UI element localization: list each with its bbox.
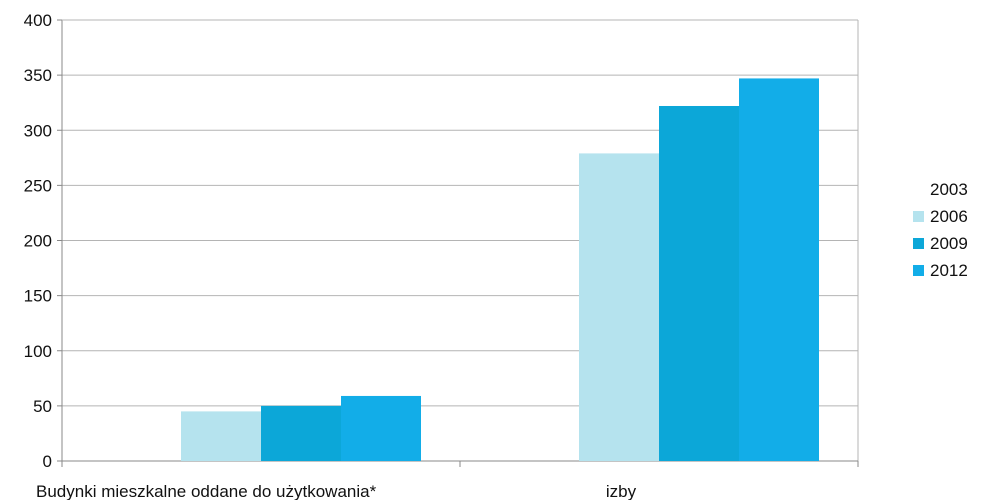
tick-labels: 0 50 100 150 200 250 300 350 400 Budynki mieszkal… (24, 11, 637, 500)
bar-2012-budynki (341, 395, 421, 461)
bar-2012-izby (739, 78, 819, 462)
legend-swatch-2009 (913, 238, 924, 249)
legend-swatch-2006 (913, 211, 924, 222)
legend-label-2003: 2003 (930, 180, 968, 199)
y-tick-label: 100 (24, 342, 52, 361)
y-tick-label: 200 (24, 232, 52, 251)
legend: 2003 2006 2009 2012 (913, 180, 968, 280)
x-category-label: izby (606, 482, 637, 500)
y-tick-label: 350 (24, 66, 52, 85)
y-tick-label: 250 (24, 176, 52, 195)
y-tick-label: 300 (24, 121, 52, 140)
x-category-label: Budynki mieszkalne oddane do użytkowania… (36, 482, 377, 500)
y-tick-label: 50 (33, 397, 52, 416)
gridlines (62, 19, 858, 407)
legend-label-2006: 2006 (930, 207, 968, 226)
bar-2009-izby (659, 105, 739, 462)
bar-2009-budynki (261, 405, 341, 461)
y-tick-label: 150 (24, 287, 52, 306)
bar-2006-izby (579, 153, 659, 461)
bars (181, 78, 819, 462)
y-tick-label: 400 (24, 11, 52, 30)
bar-2006-budynki (181, 411, 261, 461)
legend-label-2012: 2012 (930, 261, 968, 280)
legend-label-2009: 2009 (930, 234, 968, 253)
y-tick-label: 0 (43, 452, 52, 471)
legend-swatch-2012 (913, 265, 924, 276)
